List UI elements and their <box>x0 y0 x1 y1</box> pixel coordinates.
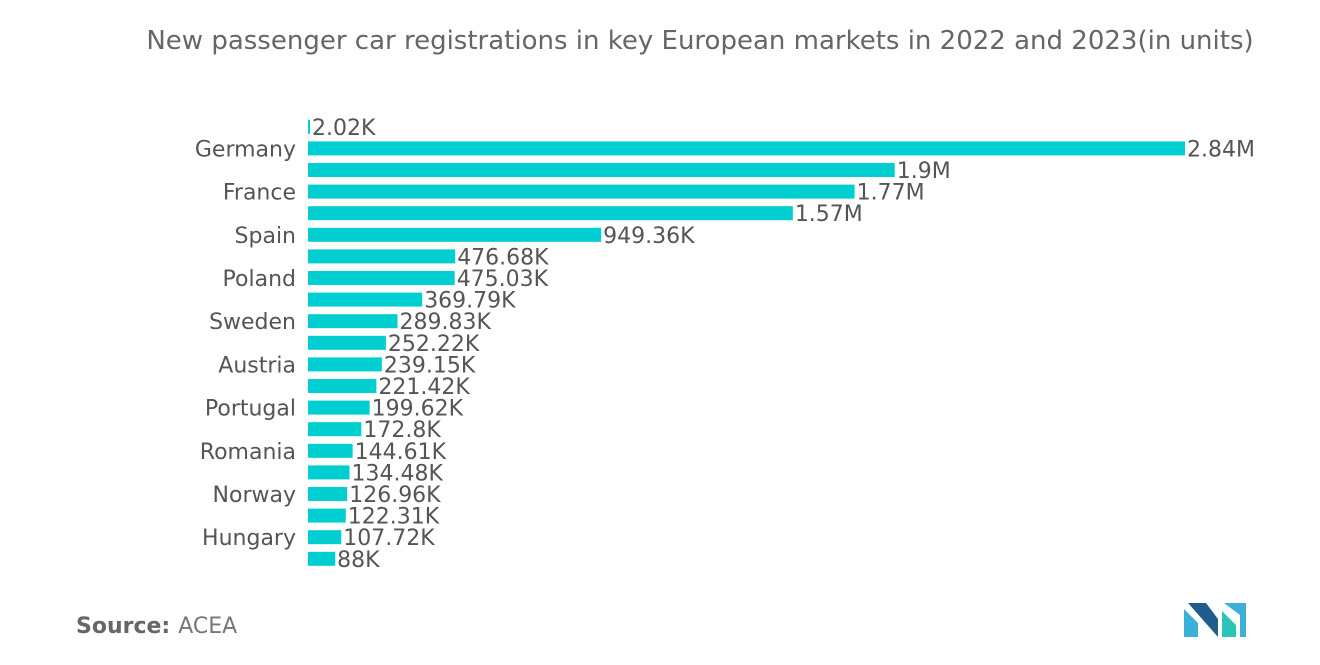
bar <box>308 551 336 566</box>
bar <box>308 443 353 458</box>
category-label: France <box>223 181 296 206</box>
bar-value-label: 221.42K <box>378 375 470 400</box>
category-label: Germany <box>195 137 296 162</box>
bar-value-label: 88K <box>337 548 380 573</box>
bar-value-label: 199.62K <box>372 397 464 422</box>
bar <box>308 184 855 199</box>
chart-title: New passenger car registrations in key E… <box>146 26 1254 56</box>
bar-value-label: 1.57M <box>795 202 863 227</box>
bar-value-label: 252.22K <box>388 332 480 357</box>
category-label: Portugal <box>205 397 296 422</box>
bar-value-label: 144.61K <box>355 440 447 465</box>
bar-value-label: 289.83K <box>400 310 492 335</box>
bar-value-label: 134.48K <box>352 461 444 486</box>
bar-value-label: 369.79K <box>424 289 516 314</box>
bar-value-label: 2.84M <box>1187 137 1255 162</box>
bar <box>308 141 1185 156</box>
bar <box>308 335 386 350</box>
bar <box>308 292 423 307</box>
bar-value-label: 107.72K <box>343 526 435 551</box>
bar-value-label: 2.02K <box>312 116 376 141</box>
bar <box>308 314 398 329</box>
bar-value-label: 172.8K <box>363 418 441 443</box>
source-note: Source: ACEA <box>76 614 237 639</box>
category-label: Sweden <box>209 310 296 335</box>
source-value: ACEA <box>178 614 238 639</box>
source-label: Source: <box>76 614 171 639</box>
category-label: Hungary <box>202 526 296 551</box>
bar-value-label: 1.77M <box>857 181 925 206</box>
category-label: Norway <box>213 483 296 508</box>
category-label: Romania <box>200 440 296 465</box>
bar <box>308 379 377 393</box>
bar-value-label: 475.03K <box>457 267 549 292</box>
category-label: Poland <box>223 267 296 292</box>
bar-value-label: 239.15K <box>384 353 476 378</box>
bar <box>308 508 346 523</box>
bar-value-label: 949.36K <box>603 224 695 249</box>
bar-value-label: 126.96K <box>349 483 441 508</box>
category-label: Austria <box>218 353 296 378</box>
bar-value-label: 1.9M <box>897 159 951 184</box>
bar-value-label: 122.31K <box>348 505 440 530</box>
bar-value-label: 476.68K <box>457 245 549 270</box>
bar <box>308 119 310 134</box>
bar <box>308 227 602 242</box>
category-label: Spain <box>235 224 296 249</box>
bar <box>308 400 370 415</box>
bar <box>308 465 350 480</box>
bar <box>308 357 382 372</box>
bar <box>308 487 348 501</box>
bar <box>308 422 362 437</box>
bar <box>308 249 456 264</box>
bar <box>308 530 342 545</box>
bar <box>308 163 895 177</box>
bar <box>308 271 455 285</box>
mordor-intelligence-logo-icon <box>1184 603 1246 637</box>
bar <box>308 206 793 221</box>
